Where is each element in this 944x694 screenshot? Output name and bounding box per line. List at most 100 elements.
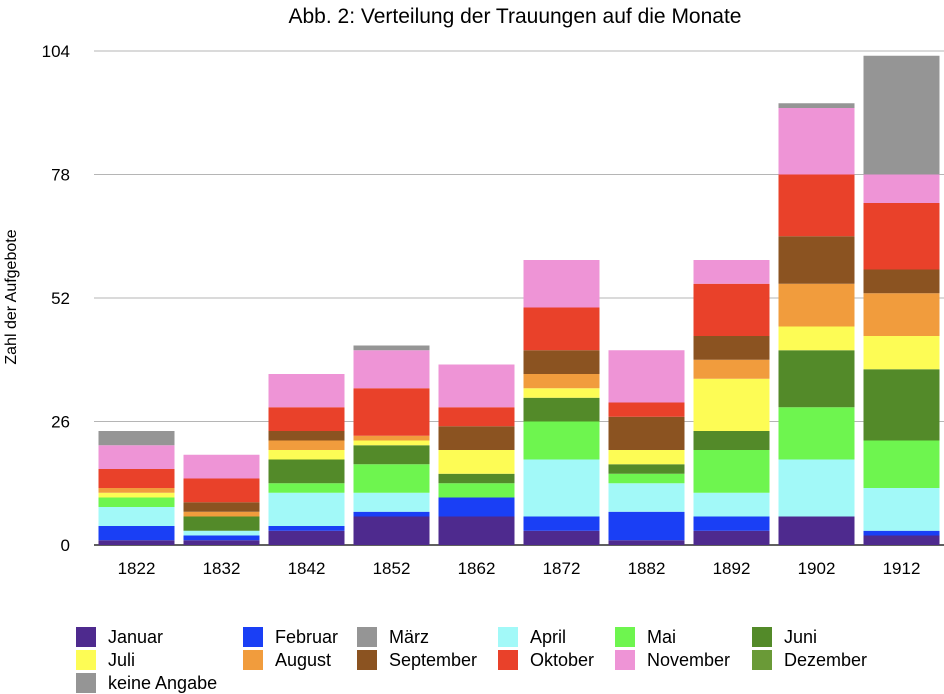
legend-label: März	[389, 626, 429, 647]
y-tick-label: 0	[61, 536, 70, 555]
bar-segment	[693, 530, 770, 545]
bar-segment	[268, 374, 345, 408]
x-tick-label: 1882	[628, 559, 666, 578]
legend-label: Oktober	[530, 649, 595, 670]
legend-swatch	[243, 627, 263, 647]
bar-segment	[778, 459, 855, 517]
x-tick-label: 1862	[458, 559, 496, 578]
bar-segment	[523, 350, 600, 374]
bar-segment	[778, 350, 855, 408]
bar-segment	[693, 260, 770, 284]
legend-swatch	[752, 627, 772, 647]
bar-segment	[98, 431, 175, 446]
y-tick-label: 104	[42, 42, 70, 61]
bar-segment	[438, 364, 515, 408]
legend-item: Januar	[76, 626, 163, 648]
bar-segment	[353, 492, 430, 512]
legend-swatch	[615, 650, 635, 670]
bar-segment	[693, 359, 770, 379]
legend-label: November	[647, 649, 731, 670]
x-tick-label: 1832	[203, 559, 241, 578]
legend-item: Februar	[243, 626, 338, 648]
bar-segment	[438, 497, 515, 517]
bar-segment	[778, 516, 855, 545]
legend-label: Mai	[647, 626, 677, 647]
bar-segment	[693, 336, 770, 360]
legend-item: Dezember	[752, 649, 867, 671]
legend-item: September	[357, 649, 477, 671]
bar-segment	[98, 488, 175, 493]
bar-segment	[778, 283, 855, 327]
bar-segment	[778, 407, 855, 460]
bar-segment	[183, 511, 260, 517]
bar-segment	[353, 435, 430, 441]
bar-segment	[268, 459, 345, 484]
bar-segment	[98, 526, 175, 541]
bar-segment	[693, 492, 770, 517]
x-tick-label: 1872	[543, 559, 581, 578]
bar-segment	[183, 540, 260, 545]
bar-segment	[183, 530, 260, 536]
x-tick-label: 1852	[373, 559, 411, 578]
legend-item: Mai	[615, 626, 676, 648]
x-tick-label: 1822	[118, 559, 156, 578]
bar-segment	[353, 388, 430, 436]
bar-segment	[183, 502, 260, 512]
bar-segment	[353, 464, 430, 493]
bar-segment	[438, 450, 515, 474]
bar-segment	[778, 236, 855, 284]
bar-segment	[608, 511, 685, 541]
bar-segment	[523, 260, 600, 308]
legend-swatch	[615, 627, 635, 647]
legend-item: November	[615, 649, 730, 671]
bar-segment	[778, 326, 855, 351]
x-tick-label: 1892	[713, 559, 751, 578]
legend-label: August	[275, 649, 332, 670]
x-tick-label: 1902	[798, 559, 836, 578]
bar-segment	[183, 535, 260, 541]
bar-segment	[693, 431, 770, 450]
bar-segment	[523, 421, 600, 460]
bar-segment	[98, 469, 175, 488]
legend-item: August	[243, 649, 331, 671]
legend-item: Juni	[752, 626, 817, 648]
bar-segment	[608, 402, 685, 417]
bar-segment	[693, 378, 770, 431]
bar-segment	[523, 397, 600, 422]
bar-segment	[183, 478, 260, 503]
bar-segment	[693, 516, 770, 531]
bar-segment	[268, 483, 345, 493]
legend-swatch	[243, 650, 263, 670]
chart-title: Abb. 2: Verteilung der Trauungen auf die…	[288, 5, 742, 28]
bar-segment	[268, 526, 345, 531]
bar-segment	[778, 103, 855, 108]
legend-label: April	[530, 626, 567, 647]
bar-segment	[523, 459, 600, 517]
legend-label: Dezember	[784, 649, 868, 670]
bar-segment	[98, 445, 175, 469]
legend-label: keine Angabe	[108, 672, 218, 693]
bar-segment	[98, 492, 175, 498]
y-tick-label: 52	[51, 289, 70, 308]
bar-segment	[863, 488, 940, 531]
bar-segment	[608, 483, 685, 512]
bar-segment	[693, 283, 770, 336]
legend-item: Juli	[76, 649, 135, 671]
bar-segment	[693, 450, 770, 493]
legend-label: Februar	[275, 626, 339, 647]
bar-segment	[353, 445, 430, 465]
bar-segment	[863, 336, 940, 370]
legend-label: Juni	[784, 626, 818, 647]
legend-label: Januar	[108, 626, 164, 647]
bar-segment	[268, 431, 345, 441]
bar-segment	[608, 350, 685, 403]
bar-segment	[523, 388, 600, 398]
bar-segment	[353, 516, 430, 545]
bar-segment	[778, 174, 855, 237]
x-tick-label: 1842	[288, 559, 326, 578]
bar-segment	[523, 374, 600, 389]
bar-segment	[268, 440, 345, 450]
legend-label: September	[389, 649, 478, 670]
bar-segment	[268, 492, 345, 526]
legend-swatch	[76, 650, 96, 670]
